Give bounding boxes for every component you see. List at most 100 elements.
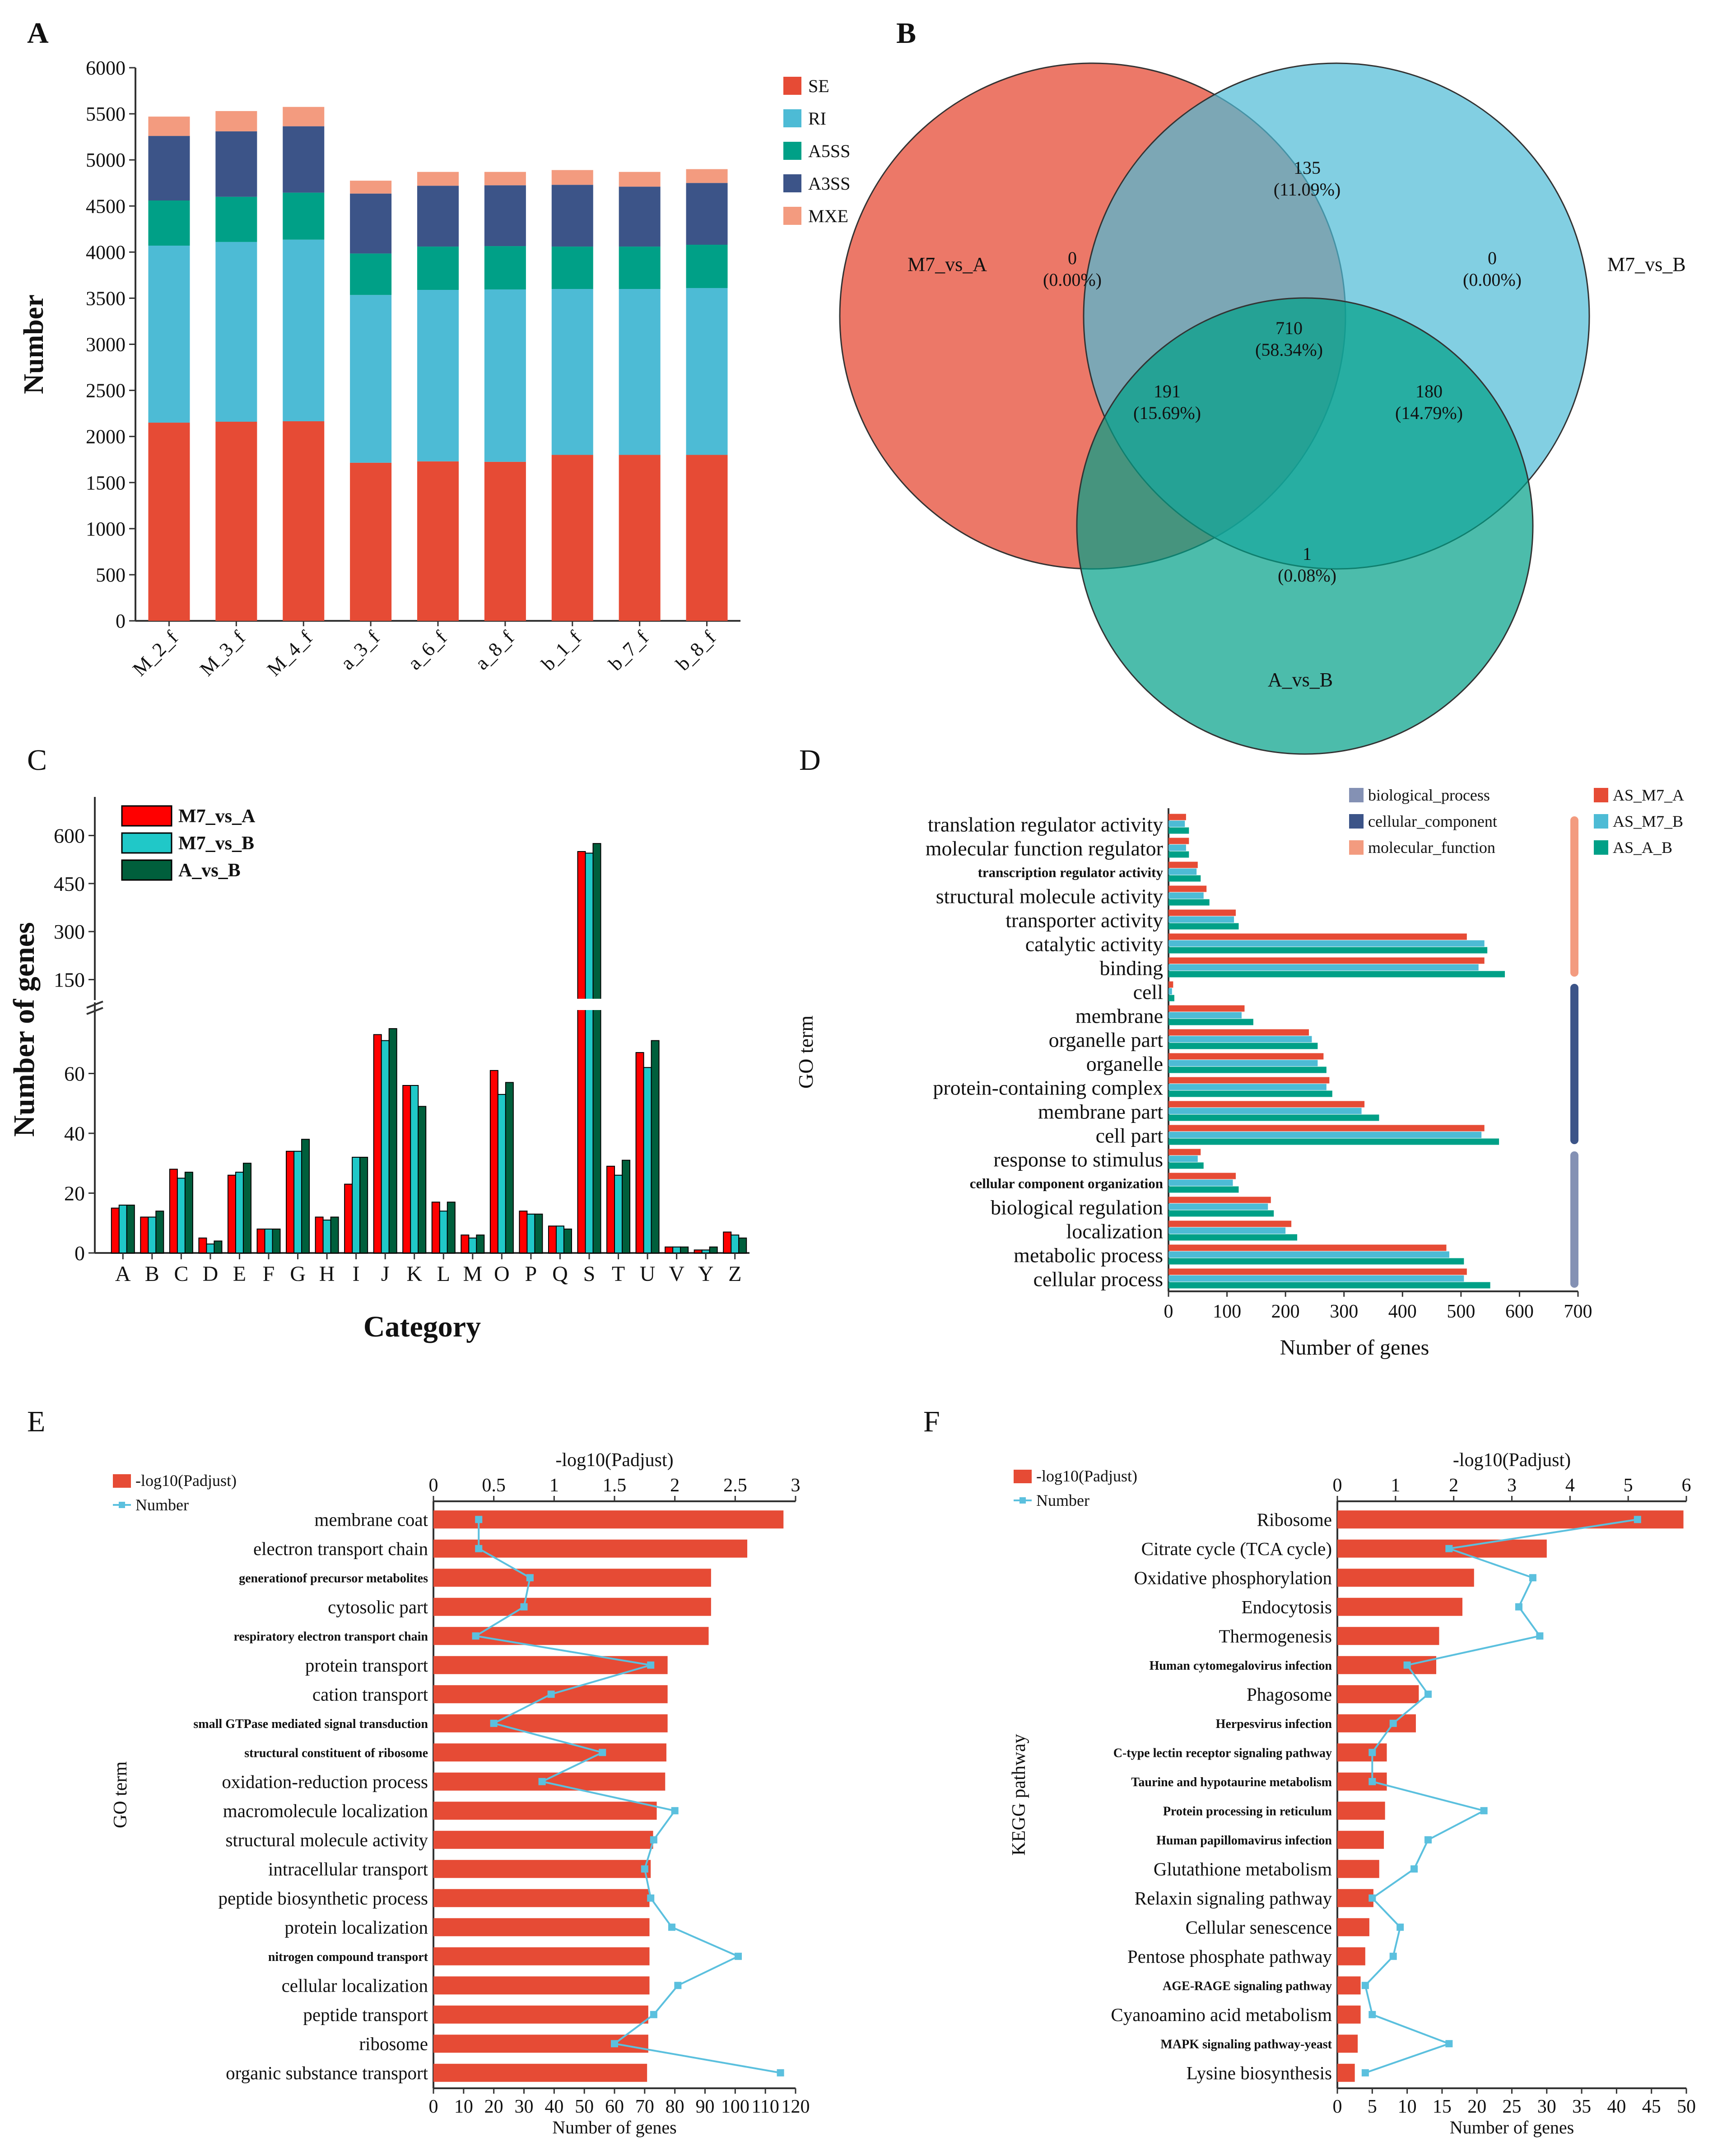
c-bar-m7-vs-b [206,1243,215,1253]
e-category-label: nitrogen compound transport [268,1950,428,1964]
e-legend-line-label: Number [135,1496,189,1514]
f-bottom-tick-label: 10 [1398,2096,1417,2117]
c-bar-a-vs-b [272,1229,281,1253]
venn-region-count: 0 [1488,248,1497,268]
c-legend-label: M7_vs_B [178,833,254,854]
a-bar-segment-mxe [148,116,190,136]
f-number-point [1396,1923,1404,1931]
venn-set-label: M7_vs_B [1607,253,1686,275]
f-bar [1337,2035,1358,2053]
a-bar-segment-a5ss [619,247,661,289]
f-category-label: Thermogenesis [1219,1625,1332,1646]
a-bar-segment-ri [215,242,257,422]
e-legend-bar-swatch [113,1474,131,1488]
f-legend-line-marker [1019,1497,1026,1504]
c-bar-m7-vs-a [548,1225,557,1253]
c-bar-m7-vs-b [585,852,594,1254]
f-number-point [1403,1661,1411,1669]
a-y-tick-label: 5000 [86,149,126,171]
d-category-label: response to stimulus [993,1148,1163,1171]
f-legend-line-label: Number [1036,1491,1089,1509]
e-number-point [599,1749,606,1756]
f-category-label: Cellular senescence [1186,1917,1332,1937]
d-bar-as-m7-b [1168,964,1479,971]
f-bar [1337,1743,1387,1762]
a-bar-segment-se [619,455,661,621]
f-category-label: Cyanoamino acid metabolism [1111,2004,1332,2025]
d-bar-as-m7-a [1168,861,1198,868]
c-bar-a-vs-b [418,1106,427,1253]
c-x-tick-label: Y [698,1262,714,1286]
a-bar-segment-a3ss [215,131,257,197]
e-bottom-tick-label: 10 [454,2096,473,2117]
c-bar-m7-vs-a [723,1231,732,1253]
c-bar-m7-vs-a [140,1216,149,1253]
c-bar-a-vs-b [651,1040,660,1253]
d-x-tick-label: 700 [1564,1301,1592,1322]
a-y-tick-label: 2000 [86,426,126,448]
e-category-label: structural constituent of ribosome [244,1746,428,1760]
f-top-tick-label: 5 [1624,1475,1633,1496]
d-bar-as-m7-a [1168,1173,1236,1179]
f-bottom-tick-label: 50 [1677,2096,1696,2117]
d-bar-as-m7-a [1168,885,1207,892]
f-number-point [1445,2040,1453,2048]
f-number-point [1480,1807,1488,1815]
a-bar-segment-mxe [283,107,325,126]
c-bar-m7-vs-b [439,1211,448,1253]
e-bar [433,1802,657,1820]
a-legend-swatch [783,109,801,127]
d-bar-as-m7-b [1168,844,1186,851]
d-x-tick-label: 400 [1388,1301,1417,1322]
d-bar-as-m7-a [1168,1029,1309,1036]
c-legend-swatch [121,805,172,827]
d-x-tick-label: 500 [1447,1301,1475,1322]
c-x-tick-label: S [583,1262,596,1286]
d-bar-as-a-b [1168,1234,1298,1241]
e-category-label: structural molecule activity [225,1830,428,1850]
e-category-label: oxidation-reduction process [222,1771,428,1792]
a-legend-swatch [783,77,801,95]
d-bar-as-a-b [1168,1162,1204,1169]
d-bar-as-a-b [1168,1210,1274,1217]
venn-region-percent: (0.00%) [1043,270,1102,290]
a-bar-segment-mxe [619,172,661,187]
c-bar-break-gap [567,999,612,1010]
a-bar-segment-ri [686,288,728,455]
f-bottom-tick-label: 30 [1537,2096,1556,2117]
e-top-tick-label: 0.5 [482,1475,506,1496]
e-bottom-tick-label: 70 [635,2096,654,2117]
c-bar-m7-vs-a [344,1183,353,1253]
d-x-tick-label: 200 [1271,1301,1300,1322]
d-bar-as-m7-b [1168,1155,1198,1162]
c-legend-swatch [121,859,172,881]
c-bar-a-vs-b [184,1172,193,1253]
f-top-tick-label: 1 [1391,1475,1400,1496]
c-bar-m7-vs-a [489,1070,498,1253]
panel-b-venn-diagram: M7_vs_A M7_vs_BA_vs_B0(0.00%)0(0.00%)135(… [839,62,1686,755]
c-bar-a-vs-b [126,1205,135,1253]
e-bottom-tick-label: 40 [545,2096,563,2117]
e-number-point [777,2069,784,2077]
e-number-point [650,1836,657,1844]
f-bar [1337,1889,1373,1907]
a-bar-segment-a3ss [551,185,593,247]
e-bottom-axis-title: Number of genes [552,2117,676,2137]
d-bar-as-m7-b [1168,1036,1312,1043]
c-x-tick-label: E [233,1262,246,1286]
e-top-tick-label: 1.5 [603,1475,627,1496]
e-top-tick-label: 2.5 [723,1475,747,1496]
c-x-tick-label: Z [728,1262,741,1286]
a-y-tick-label: 500 [96,564,126,586]
d-bar-as-m7-a [1168,1149,1201,1155]
c-x-tick-label: Q [552,1262,568,1286]
a-bar-segment-mxe [350,181,392,194]
c-x-tick-label: V [669,1262,684,1286]
d-category-label: transcription regulator activity [978,865,1164,880]
c-x-tick-label: F [263,1262,275,1286]
c-bar-a-vs-b [447,1201,456,1253]
c-legend-swatch [121,832,172,854]
venn-region-count: 191 [1154,381,1181,401]
panel-label-d: D [799,744,821,777]
e-bar [433,1714,668,1732]
